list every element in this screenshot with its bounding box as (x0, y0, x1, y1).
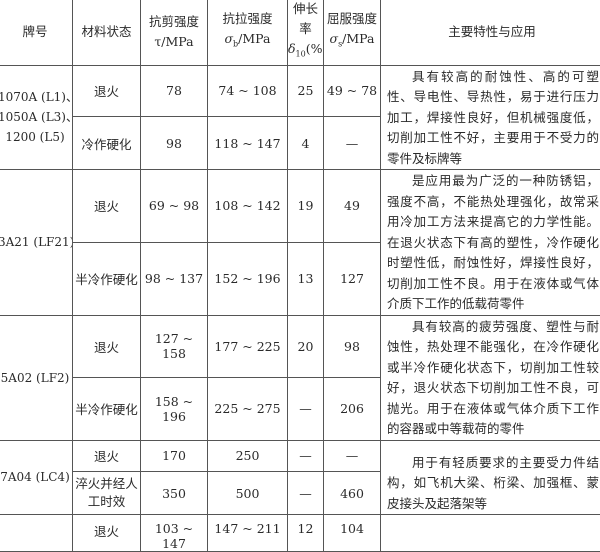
shear-cell: 78 (141, 65, 208, 117)
state-cell: 退火 (73, 440, 141, 472)
grade-cell: 3A21 (LF21) (0, 170, 73, 316)
elongation-cell: 20 (288, 315, 324, 378)
tensile-cell: 108 ~ 142 (208, 170, 288, 243)
table-row-partial: 退火 103 ~ 147 147 ~ 211 12 104 (0, 515, 600, 552)
state-cell: 退火 (73, 65, 141, 117)
tensile-cell: 147 ~ 211 (208, 515, 288, 552)
state-cell: 退火 (73, 170, 141, 243)
state-cell: 退火 (73, 515, 141, 552)
yield-cell: 49 (324, 170, 381, 243)
elongation-cell: 12 (288, 515, 324, 552)
table-row: 7A04 (LC4) 退火 170 250 — — 用于有轻质要求的主要受力件结… (0, 440, 600, 472)
elongation-cell: 13 (288, 242, 324, 315)
state-cell: 半冷作硬化 (73, 378, 141, 441)
yield-cell: 49 ~ 78 (324, 65, 381, 117)
yield-cell: 206 (324, 378, 381, 441)
elongation-cell: 4 (288, 117, 324, 170)
elongation-cell: — (288, 472, 324, 515)
shear-cell: 69 ~ 98 (141, 170, 208, 243)
application-cell (381, 515, 600, 552)
yield-cell: 460 (324, 472, 381, 515)
shear-cell: 103 ~ 147 (141, 515, 208, 552)
shear-cell: 158 ~ 196 (141, 378, 208, 441)
table-row: 5A02 (LF2) 退火 127 ~ 158 177 ~ 225 20 98 … (0, 315, 600, 378)
application-cell: 用于有轻质要求的主要受力件结构，如飞机大梁、桁梁、加强框、蒙皮接头及起落架等 (381, 440, 600, 515)
state-cell: 半冷作硬化 (73, 242, 141, 315)
yield-cell: 127 (324, 242, 381, 315)
tensile-cell: 74 ~ 108 (208, 65, 288, 117)
application-cell: 具有较高的疲劳强度、塑性与耐蚀性，热处理不能强化，在冷作硬化或半冷作硬化状态下，… (381, 315, 600, 440)
shear-cell: 98 ~ 137 (141, 242, 208, 315)
tensile-cell: 118 ~ 147 (208, 117, 288, 170)
shear-cell: 170 (141, 440, 208, 472)
grade-cell: 1070A (L1)、1050A (L3)、1200 (L5) (0, 65, 73, 170)
yield-cell: 98 (324, 315, 381, 378)
header-grade: 牌号 (0, 0, 73, 65)
tensile-cell: 250 (208, 440, 288, 472)
shear-cell: 350 (141, 472, 208, 515)
state-cell: 冷作硬化 (73, 117, 141, 170)
state-cell: 退火 (73, 315, 141, 378)
application-cell: 具有较高的耐蚀性、高的可塑性、导电性、导热性，易于进行压力加工，焊接性良好，但机… (381, 65, 600, 170)
state-cell: 淬火并经人工时效 (73, 472, 141, 515)
yield-cell: 104 (324, 515, 381, 552)
tensile-cell: 500 (208, 472, 288, 515)
grade-cell: 7A04 (LC4) (0, 440, 73, 515)
shear-cell: 127 ~ 158 (141, 315, 208, 378)
header-application: 主要特性与应用 (381, 0, 600, 65)
elongation-cell: 25 (288, 65, 324, 117)
table-row: 3A21 (LF21) 退火 69 ~ 98 108 ~ 142 19 49 是… (0, 170, 600, 243)
header-state: 材料状态 (73, 0, 141, 65)
elongation-cell: 19 (288, 170, 324, 243)
tensile-cell: 177 ~ 225 (208, 315, 288, 378)
yield-cell: — (324, 117, 381, 170)
yield-cell: — (324, 440, 381, 472)
grade-cell: 5A02 (LF2) (0, 315, 73, 440)
elongation-cell: — (288, 378, 324, 441)
tensile-cell: 152 ~ 196 (208, 242, 288, 315)
grade-cell (0, 515, 73, 552)
application-cell: 是应用最为广泛的一种防锈铝，强度不高，不能热处理强化，故常采用冷加工方法来提高它… (381, 170, 600, 316)
table-row: 1070A (L1)、1050A (L3)、1200 (L5) 退火 78 74… (0, 65, 600, 117)
shear-cell: 98 (141, 117, 208, 170)
tensile-cell: 225 ~ 275 (208, 378, 288, 441)
elongation-cell: — (288, 440, 324, 472)
